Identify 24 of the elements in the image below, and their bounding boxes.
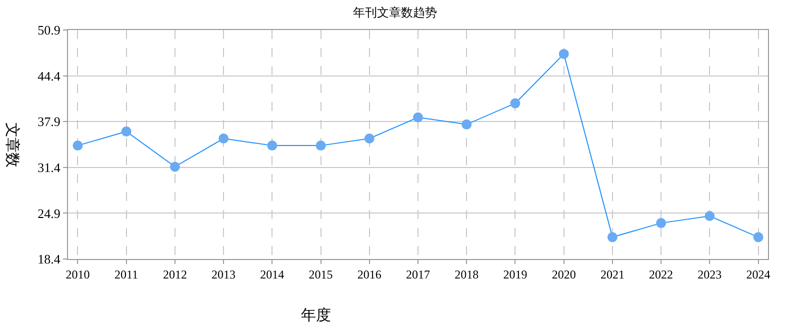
x-tick-label: 2023: [698, 267, 722, 282]
x-tick-label: 2015: [308, 267, 333, 282]
x-tick-label: 2013: [212, 267, 236, 282]
x-tick-label: 2016: [357, 267, 382, 282]
x-tick-label: 2018: [454, 267, 479, 282]
y-axis-title: 文章数: [4, 122, 20, 168]
x-tick-label: 2019: [503, 267, 528, 282]
x-tick-label: 2024: [746, 267, 770, 282]
y-tick-label: 24.9: [38, 206, 60, 221]
x-tick-label: 2012: [162, 267, 187, 282]
x-tick-label: 2014: [260, 267, 284, 282]
chart-title: 年刊文章数趋势: [353, 6, 437, 20]
x-tick-label: 2022: [649, 267, 674, 282]
y-tick-label: 18.4: [38, 252, 61, 267]
x-tick-label: 2017: [406, 267, 430, 282]
y-tick-label: 37.9: [38, 114, 60, 130]
x-tick-label: 2021: [600, 267, 624, 282]
y-tick-label: 50.9: [38, 22, 60, 38]
x-tick-label: 2020: [552, 267, 576, 282]
x-axis-title: 年度: [301, 307, 331, 324]
y-tick-label: 44.4: [38, 68, 61, 84]
x-tick-label: 2010: [66, 267, 90, 282]
y-tick-label: 31.4: [38, 160, 61, 175]
x-tick-label: 2011: [114, 267, 138, 282]
